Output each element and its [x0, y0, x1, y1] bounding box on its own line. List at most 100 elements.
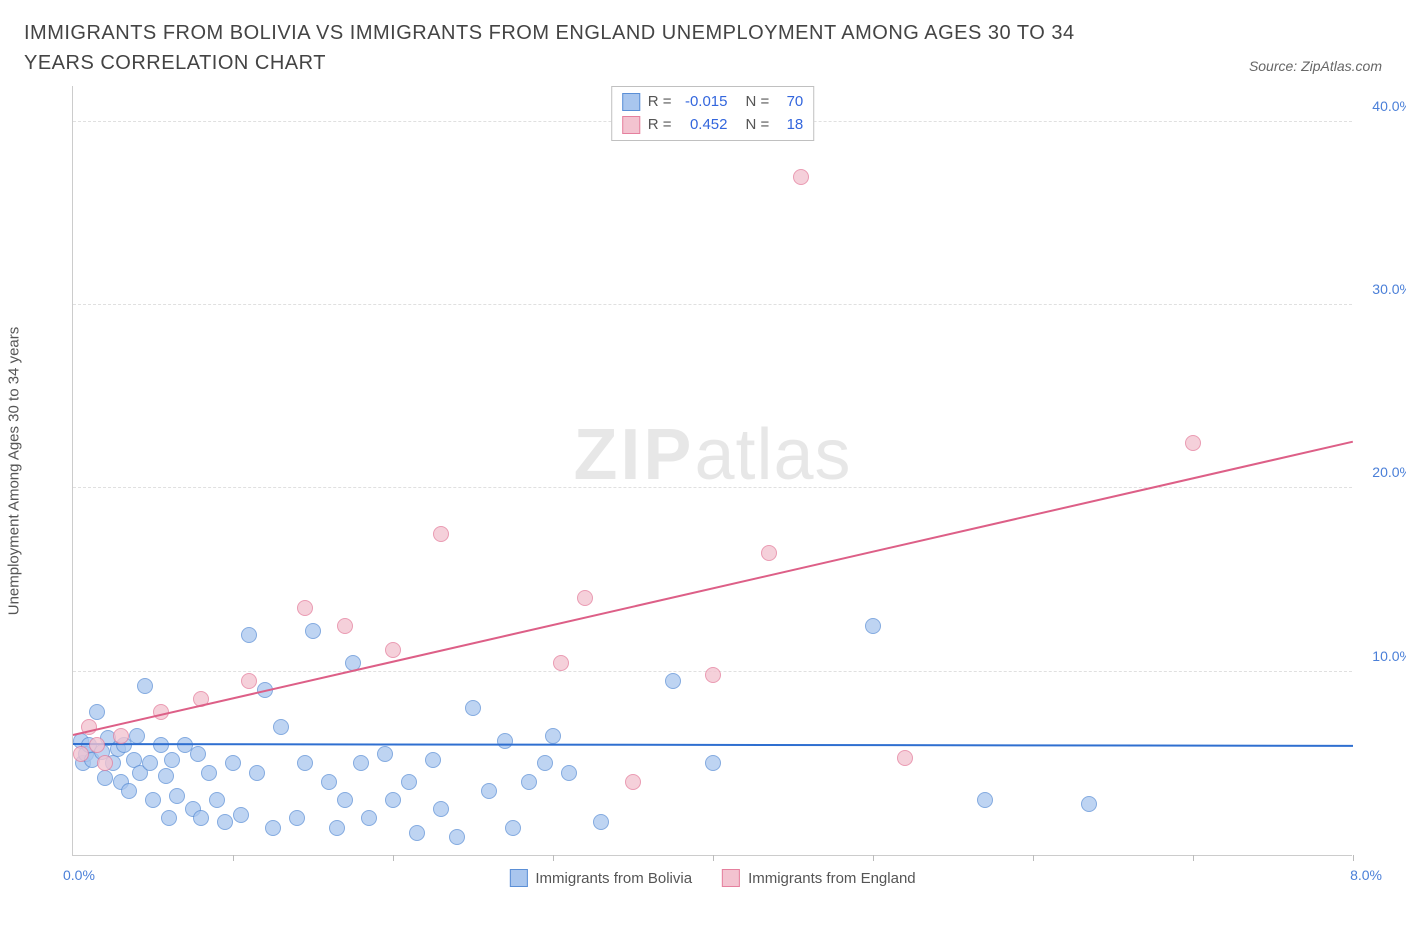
scatter-point — [465, 700, 481, 716]
gridline — [73, 304, 1352, 305]
x-axis-min-label: 0.0% — [63, 867, 95, 883]
scatter-point — [353, 755, 369, 771]
chart-title: IMMIGRANTS FROM BOLIVIA VS IMMIGRANTS FR… — [24, 18, 1144, 78]
scatter-point — [225, 755, 241, 771]
x-tick — [873, 855, 874, 861]
scatter-point — [433, 526, 449, 542]
scatter-point — [89, 704, 105, 720]
scatter-point — [201, 765, 217, 781]
x-tick — [553, 855, 554, 861]
scatter-point — [385, 642, 401, 658]
scatter-point — [190, 746, 206, 762]
scatter-point — [137, 678, 153, 694]
legend-stat-row: R =-0.015N =70 — [622, 91, 804, 114]
y-tick-label: 10.0% — [1372, 648, 1406, 664]
scatter-point — [665, 673, 681, 689]
scatter-point — [121, 783, 137, 799]
n-value: 18 — [777, 114, 803, 137]
scatter-point — [377, 746, 393, 762]
legend-swatch-icon — [509, 869, 527, 887]
r-value: 0.452 — [680, 114, 728, 137]
trend-line — [73, 441, 1353, 736]
watermark-bold: ZIP — [573, 415, 694, 495]
scatter-point — [433, 801, 449, 817]
legend-series-item: Immigrants from Bolivia — [509, 869, 692, 887]
scatter-point — [505, 820, 521, 836]
scatter-point — [385, 792, 401, 808]
scatter-point — [142, 755, 158, 771]
legend-series: Immigrants from Bolivia Immigrants from E… — [509, 869, 915, 887]
x-tick — [713, 855, 714, 861]
scatter-point — [409, 825, 425, 841]
scatter-point — [1185, 435, 1201, 451]
scatter-point — [321, 774, 337, 790]
scatter-point — [425, 752, 441, 768]
r-label: R = — [648, 91, 672, 114]
watermark-light: atlas — [694, 415, 851, 495]
scatter-point — [97, 770, 113, 786]
scatter-point — [793, 169, 809, 185]
chart-container: Unemployment Among Ages 30 to 34 years Z… — [24, 86, 1382, 856]
n-value: 70 — [777, 91, 803, 114]
y-tick-label: 20.0% — [1372, 464, 1406, 480]
scatter-point — [305, 623, 321, 639]
scatter-point — [705, 667, 721, 683]
x-tick — [1353, 855, 1354, 861]
scatter-point — [521, 774, 537, 790]
watermark: ZIPatlas — [573, 414, 851, 496]
scatter-point — [705, 755, 721, 771]
scatter-point — [449, 829, 465, 845]
legend-series-label: Immigrants from England — [748, 870, 916, 887]
scatter-point — [217, 814, 233, 830]
plot-area: ZIPatlas R =-0.015N =70R =0.452N =18 0.0… — [72, 86, 1352, 856]
scatter-point — [497, 733, 513, 749]
r-label: R = — [648, 114, 672, 137]
source-label: Source: ZipAtlas.com — [1249, 58, 1382, 78]
scatter-point — [113, 728, 129, 744]
scatter-point — [297, 755, 313, 771]
gridline — [73, 487, 1352, 488]
x-tick — [393, 855, 394, 861]
n-label: N = — [746, 114, 770, 137]
scatter-point — [158, 768, 174, 784]
scatter-point — [161, 810, 177, 826]
scatter-point — [553, 655, 569, 671]
scatter-point — [193, 810, 209, 826]
scatter-point — [337, 792, 353, 808]
scatter-point — [169, 788, 185, 804]
scatter-point — [401, 774, 417, 790]
y-tick-label: 40.0% — [1372, 98, 1406, 114]
scatter-point — [241, 673, 257, 689]
trend-line — [73, 743, 1353, 747]
y-tick-label: 30.0% — [1372, 281, 1406, 297]
scatter-point — [481, 783, 497, 799]
scatter-point — [145, 792, 161, 808]
scatter-point — [361, 810, 377, 826]
scatter-point — [97, 755, 113, 771]
legend-swatch-icon — [722, 869, 740, 887]
scatter-point — [233, 807, 249, 823]
scatter-point — [865, 618, 881, 634]
scatter-point — [129, 728, 145, 744]
scatter-point — [209, 792, 225, 808]
legend-swatch-icon — [622, 116, 640, 134]
header-row: IMMIGRANTS FROM BOLIVIA VS IMMIGRANTS FR… — [24, 18, 1382, 78]
scatter-point — [164, 752, 180, 768]
scatter-point — [249, 765, 265, 781]
scatter-point — [289, 810, 305, 826]
legend-series-item: Immigrants from England — [722, 869, 916, 887]
y-axis-label: Unemployment Among Ages 30 to 34 years — [6, 327, 23, 616]
scatter-point — [537, 755, 553, 771]
scatter-point — [89, 737, 105, 753]
x-axis-max-label: 8.0% — [1350, 867, 1382, 883]
legend-swatch-icon — [622, 93, 640, 111]
scatter-point — [337, 618, 353, 634]
r-value: -0.015 — [680, 91, 728, 114]
scatter-point — [265, 820, 281, 836]
scatter-point — [761, 545, 777, 561]
scatter-point — [297, 600, 313, 616]
legend-series-label: Immigrants from Bolivia — [535, 870, 692, 887]
scatter-point — [977, 792, 993, 808]
scatter-point — [897, 750, 913, 766]
x-tick — [1033, 855, 1034, 861]
